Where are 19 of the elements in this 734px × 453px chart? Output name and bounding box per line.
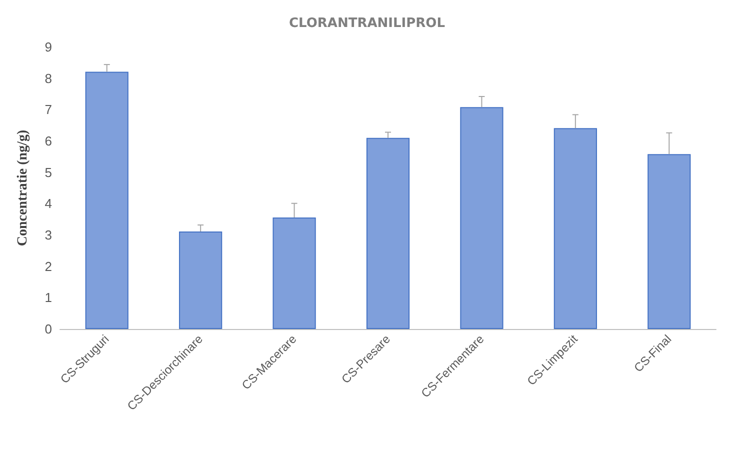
y-tick-label: 1 bbox=[44, 290, 52, 306]
bar bbox=[554, 128, 597, 329]
chart-title: CLORANTRANILIPROL bbox=[288, 16, 446, 31]
y-tick-label: 5 bbox=[44, 164, 52, 180]
bar bbox=[366, 138, 410, 329]
y-tick-label: 3 bbox=[44, 228, 52, 242]
bar bbox=[179, 232, 222, 329]
bar bbox=[648, 154, 691, 329]
bar bbox=[85, 72, 128, 329]
bar bbox=[272, 217, 316, 329]
y-tick-label: 0 bbox=[44, 322, 52, 336]
bar bbox=[460, 107, 504, 329]
y-tick-label: 6 bbox=[44, 134, 52, 148]
y-tick-label: 4 bbox=[44, 196, 52, 212]
y-tick-label: 7 bbox=[44, 102, 52, 118]
y-tick-label: 9 bbox=[44, 40, 52, 54]
y-tick-label: 2 bbox=[44, 258, 52, 274]
y-tick-label: 8 bbox=[44, 70, 52, 86]
y-axis-title: Concentratie (ng/g) bbox=[16, 130, 30, 246]
